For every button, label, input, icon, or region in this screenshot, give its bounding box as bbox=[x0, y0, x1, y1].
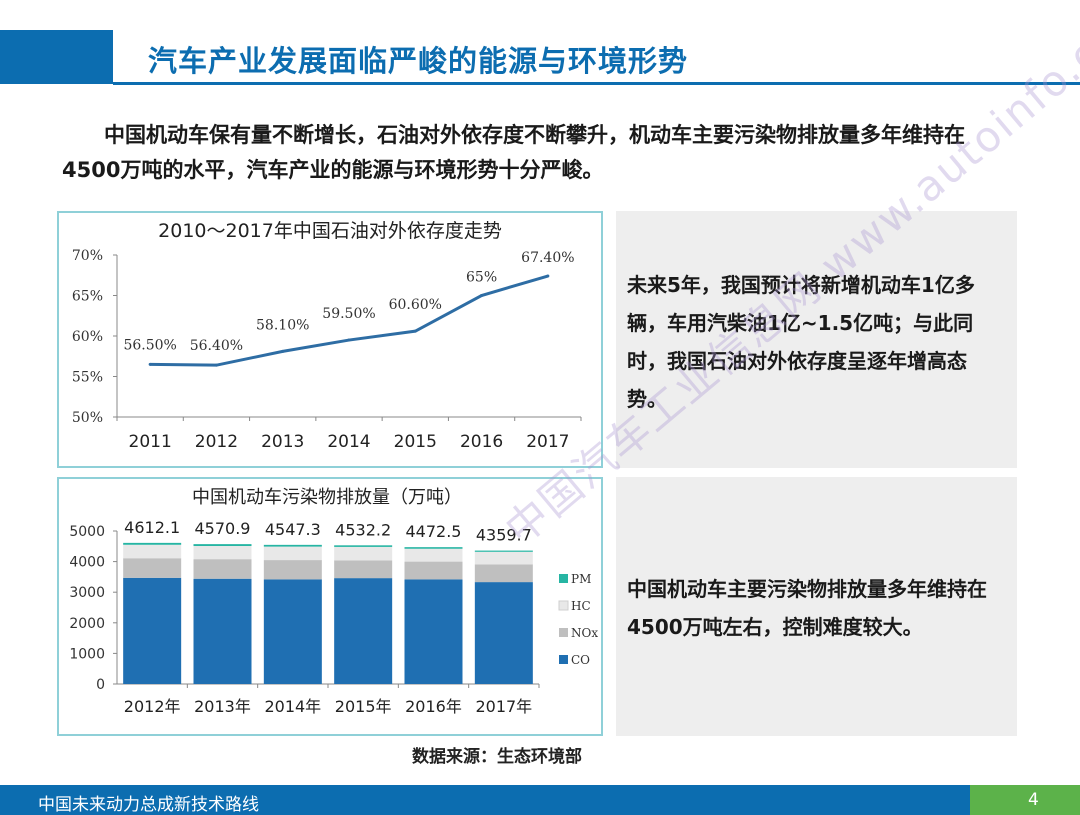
x-tick-label: 2012 bbox=[195, 432, 238, 452]
emissions-chart: 中国机动车污染物排放量（万吨） 0 1000 2000 3000 4000 5000 4612… bbox=[69, 487, 598, 716]
data-label: 59.50% bbox=[322, 306, 375, 322]
total-label: 4570.9 bbox=[195, 519, 251, 538]
slide-title: 汽车产业发展面临严峻的能源与环境形势 bbox=[148, 44, 689, 78]
data-label: 60.60% bbox=[389, 297, 442, 313]
data-point bbox=[148, 362, 152, 366]
data-label: 67.40% bbox=[521, 250, 574, 266]
title-underline bbox=[113, 82, 1080, 85]
legend-swatch-nox bbox=[559, 628, 568, 637]
emissions-chart-panel: 中国机动车污染物排放量（万吨） 0 1000 2000 3000 4000 5000 4612… bbox=[57, 477, 603, 736]
y-tick-label: 4000 bbox=[69, 555, 105, 571]
bar-co bbox=[263, 579, 322, 684]
bar-pm bbox=[193, 544, 252, 546]
x-tick-label: 2013 bbox=[261, 432, 304, 452]
x-tick-label: 2015年 bbox=[335, 697, 392, 716]
x-tick-label: 2016年 bbox=[405, 697, 462, 716]
y-tick-label: 55% bbox=[72, 370, 103, 386]
oil-dependency-chart: 2010～2017年中国石油对外依存度走势 50% 55% 60% 65% 70% 2011… bbox=[72, 220, 582, 452]
bar-nox bbox=[123, 558, 182, 578]
data-point bbox=[214, 363, 218, 367]
bar-hc bbox=[334, 546, 393, 561]
legend-swatch-pm bbox=[559, 574, 568, 583]
y-tick-label: 0 bbox=[96, 677, 105, 693]
y-tick-label: 5000 bbox=[69, 524, 105, 540]
bar-hc bbox=[123, 544, 182, 559]
bar-pm bbox=[263, 544, 322, 547]
y-tick-label: 50% bbox=[72, 410, 103, 426]
bar-nox bbox=[193, 559, 252, 579]
data-point bbox=[480, 294, 484, 297]
x-tick-label: 2014年 bbox=[264, 697, 321, 716]
y-tick-label: 60% bbox=[72, 329, 103, 345]
data-point bbox=[413, 329, 417, 333]
x-tick-label: 2011 bbox=[129, 432, 172, 452]
legend-label-nox: NOx bbox=[571, 626, 598, 640]
chart-title: 中国机动车污染物排放量（万吨） bbox=[192, 487, 462, 508]
bar-pm bbox=[404, 547, 463, 549]
total-label: 4532.2 bbox=[335, 520, 391, 539]
footer-page-block bbox=[970, 785, 1080, 815]
bar-hc bbox=[404, 548, 463, 562]
x-tick-label: 2013年 bbox=[194, 697, 251, 716]
bar-co bbox=[404, 579, 463, 684]
intro-text: 中国机动车保有量不断增长，石油对外依存度不断攀升，机动车主要污染物排放量多年维持… bbox=[62, 123, 965, 182]
side-note-panel-2 bbox=[616, 477, 1017, 736]
intro-paragraph: 中国机动车保有量不断增长，石油对外依存度不断攀升，机动车主要污染物排放量多年维持… bbox=[62, 118, 1002, 188]
bar-nox bbox=[474, 564, 533, 583]
bar-nox bbox=[263, 560, 322, 580]
x-tick-label: 2012年 bbox=[124, 697, 181, 716]
bar-nox bbox=[404, 561, 463, 580]
data-point bbox=[546, 274, 550, 278]
bar-co bbox=[334, 578, 393, 684]
legend-swatch-co bbox=[559, 655, 568, 664]
total-label: 4612.1 bbox=[124, 518, 180, 537]
bar-co bbox=[193, 578, 252, 684]
footer-text: 中国未来动力总成新技术路线 bbox=[38, 795, 259, 815]
data-label: 56.50% bbox=[123, 337, 176, 353]
y-tick-label: 2000 bbox=[69, 616, 105, 632]
legend-label-hc: HC bbox=[571, 599, 591, 613]
x-tick-label: 2016 bbox=[460, 432, 503, 452]
side-note-2: 中国机动车主要污染物排放量多年维持在4500万吨左右，控制难度较大。 bbox=[627, 577, 987, 639]
legend-label-co: CO bbox=[571, 653, 590, 667]
y-tick-label: 1000 bbox=[69, 646, 105, 662]
chart-title: 2010～2017年中国石油对外依存度走势 bbox=[158, 220, 502, 242]
bar-pm bbox=[474, 550, 533, 552]
data-point bbox=[347, 338, 351, 342]
data-source: 数据来源：生态环境部 bbox=[412, 747, 582, 767]
legend-swatch-hc bbox=[558, 600, 569, 611]
x-tick-label: 2017年 bbox=[475, 697, 532, 716]
data-label: 58.10% bbox=[256, 317, 309, 333]
bar-co bbox=[123, 577, 182, 684]
title-accent-bar bbox=[0, 30, 113, 84]
footer-bar bbox=[0, 785, 970, 815]
x-tick-label: 2014 bbox=[327, 432, 370, 452]
data-point bbox=[281, 349, 285, 353]
x-tick-label: 2017 bbox=[526, 432, 569, 452]
oil-dependency-chart-panel: 2010～2017年中国石油对外依存度走势 50% 55% 60% 65% 70% 2011… bbox=[57, 211, 603, 468]
bar-hc bbox=[474, 551, 533, 565]
x-tick-label: 2015 bbox=[394, 432, 437, 452]
total-label: 4472.5 bbox=[406, 522, 462, 541]
total-label: 4359.7 bbox=[476, 526, 532, 545]
y-tick-label: 70% bbox=[72, 248, 103, 264]
page-number: 4 bbox=[1028, 790, 1039, 810]
data-label: 65% bbox=[466, 270, 497, 286]
side-note-panel-1 bbox=[616, 211, 1017, 468]
bar-nox bbox=[334, 560, 393, 579]
bar-pm bbox=[123, 542, 182, 545]
data-label: 56.40% bbox=[190, 338, 243, 354]
total-label: 4547.3 bbox=[265, 520, 321, 539]
bar-co bbox=[474, 582, 533, 684]
bar-pm bbox=[334, 545, 393, 547]
side-note-1: 未来5年，我国预计将新增机动车1亿多辆，车用汽柴油1亿~1.5亿吨；与此同时，我… bbox=[627, 273, 975, 411]
bar-hc bbox=[193, 545, 252, 560]
bar-hc bbox=[263, 546, 322, 561]
y-tick-label: 65% bbox=[72, 289, 103, 305]
legend-label-pm: PM bbox=[571, 572, 591, 586]
y-tick-label: 3000 bbox=[69, 585, 105, 601]
